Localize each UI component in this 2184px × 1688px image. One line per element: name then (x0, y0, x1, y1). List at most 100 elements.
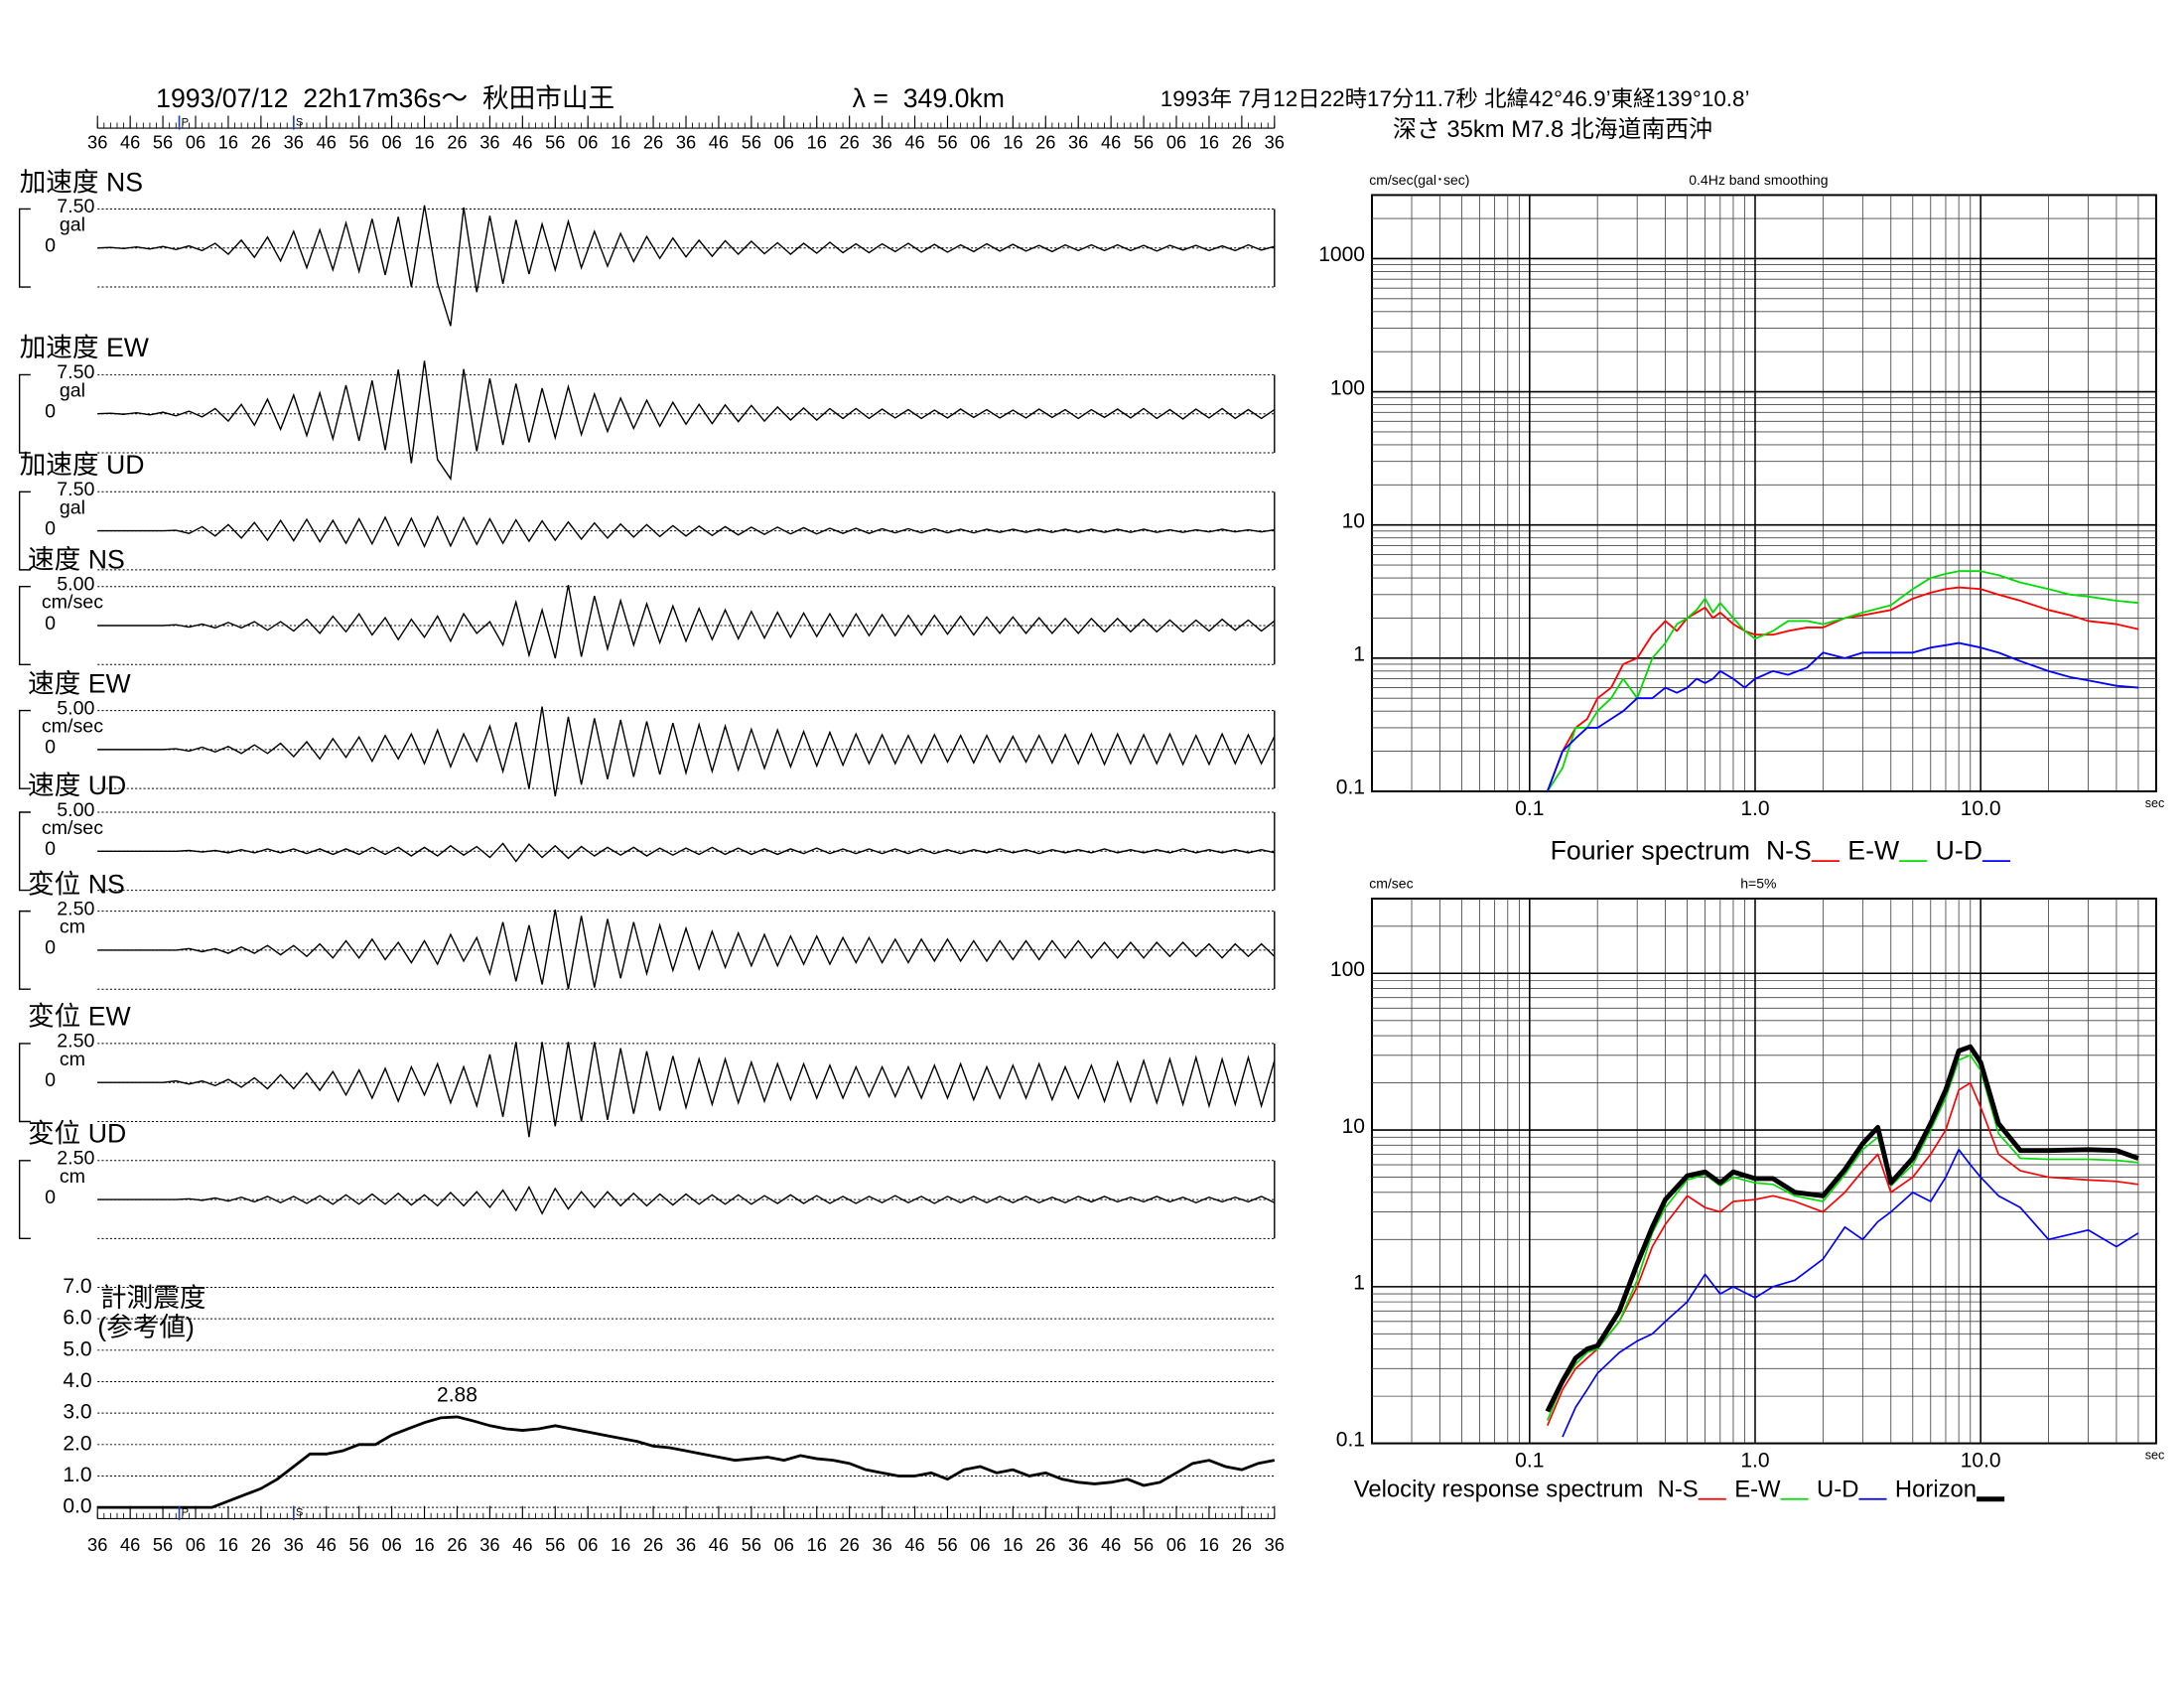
chart-subtitle: (参考値) (97, 1313, 195, 1342)
time-tick-label: 56 (937, 1534, 957, 1555)
trace-bracket (18, 208, 31, 288)
waveform (97, 706, 1276, 797)
phase-marker-label: P (182, 116, 189, 128)
time-tick-label: 56 (153, 1534, 173, 1555)
chart-title: h=5% (1740, 876, 1776, 892)
trace-bracket (18, 1160, 31, 1240)
trace-unit: cm (60, 916, 85, 938)
trace-tick-label: 0 (45, 517, 56, 539)
time-tick-label: 46 (904, 131, 924, 152)
x-tick-label: 0.1 (1515, 1449, 1544, 1472)
x-tick-label: 10.0 (1961, 1449, 2001, 1472)
trace-title: 変位 EW (28, 1002, 131, 1032)
chart-title: 計測震度 (100, 1283, 206, 1313)
time-tick-label: 46 (709, 131, 729, 152)
trace-tick-label: 5.00 (57, 799, 94, 821)
trace-title: 変位 NS (28, 869, 125, 899)
phase-marker-label: P (182, 1507, 189, 1519)
time-tick-label: 06 (578, 131, 598, 152)
y-tick-label: 100 (1330, 376, 1365, 399)
waveform (97, 585, 1276, 659)
x-tick-label: 10.0 (1961, 797, 2001, 820)
time-tick-label: 36 (479, 131, 499, 152)
time-tick-label: 16 (1199, 131, 1219, 152)
x-axis-label: sec (2145, 1449, 2165, 1463)
time-tick-label: 26 (1035, 1534, 1055, 1555)
trace-tick-label: 0 (45, 401, 56, 423)
legend-label: Horizon (1895, 1477, 1977, 1503)
time-tick-label: 16 (414, 131, 434, 152)
trace-unit: gal (60, 496, 85, 518)
time-tick-label: 46 (709, 1534, 729, 1555)
chart-title: 0.4Hz band smoothing (1689, 172, 1828, 188)
trace-title: 速度 UD (28, 771, 126, 800)
trace-bracket (18, 373, 31, 454)
x-tick-label: 1.0 (1740, 797, 1769, 820)
trace-bracket (18, 491, 31, 571)
trace-title: 加速度 EW (20, 333, 150, 362)
time-tick-label: 56 (545, 131, 565, 152)
time-tick-label: 36 (1265, 131, 1285, 152)
time-tick-label: 36 (1265, 1534, 1285, 1555)
waveform (97, 1042, 1276, 1138)
time-tick-label: 36 (284, 131, 304, 152)
trace-title: 変位 UD (28, 1119, 126, 1149)
spectrum-line (1547, 570, 2139, 792)
time-tick-label: 06 (381, 131, 401, 152)
peak-annotation: 2.88 (437, 1383, 478, 1406)
y-tick-label: 10 (1342, 1115, 1365, 1138)
time-tick-label: 46 (512, 1534, 532, 1555)
trace-bracket (18, 586, 31, 665)
time-tick-label: 26 (447, 1534, 467, 1555)
time-tick-label: 36 (284, 1534, 304, 1555)
time-tick-label: 36 (87, 131, 107, 152)
y-tick-label: 1.0 (63, 1464, 91, 1486)
legend-label: N-S (1766, 836, 1812, 866)
time-tick-label: 16 (1199, 1534, 1219, 1555)
time-tick-label: 56 (937, 131, 957, 152)
trace-tick-label: 7.50 (57, 361, 94, 383)
time-tick-label: 16 (807, 131, 827, 152)
time-tick-label: 26 (840, 131, 860, 152)
trace-unit: cm/sec (42, 592, 103, 614)
trace-bracket (18, 811, 31, 892)
time-tick-label: 36 (872, 131, 891, 152)
time-tick-label: 26 (1232, 131, 1252, 152)
time-tick-label: 26 (1232, 1534, 1252, 1555)
trace-unit: cm (60, 1166, 85, 1188)
plot-frame (1371, 194, 2157, 792)
time-tick-label: 06 (1166, 131, 1186, 152)
trace-tick-label: 2.50 (57, 1148, 94, 1170)
time-tick-label: 56 (545, 1534, 565, 1555)
spectrum-line (1547, 1054, 2139, 1421)
time-tick-label: 26 (643, 131, 663, 152)
y-tick-label: 10 (1342, 509, 1365, 532)
time-tick-label: 26 (643, 1534, 663, 1555)
y-axis-label: cm/sec(gal･sec) (1369, 172, 1469, 188)
y-tick-label: 3.0 (63, 1401, 91, 1424)
trace-title: 速度 NS (28, 544, 125, 574)
distance-header: λ = 349.0km (853, 83, 1005, 113)
x-tick-label: 0.1 (1515, 797, 1544, 820)
waveform (97, 909, 1276, 990)
y-tick-label: 1 (1353, 1272, 1365, 1295)
time-tick-label: 56 (1134, 131, 1154, 152)
time-tick-label: 56 (349, 131, 369, 152)
time-tick-label: 06 (970, 1534, 990, 1555)
spectrum-line (1562, 1148, 2139, 1438)
y-tick-label: 0.0 (63, 1495, 91, 1518)
trace-bracket (18, 1043, 31, 1123)
legend-label: N-S (1658, 1477, 1699, 1503)
event-header: 1993年 7月12日22時17分11.7秒 北緯42°46.9’東経139°1… (1160, 86, 1750, 111)
trace-tick-label: 2.50 (57, 1031, 94, 1053)
trace-tick-label: 0 (45, 235, 56, 257)
trace-tick-label: 5.00 (57, 697, 94, 719)
waveform (97, 1185, 1276, 1215)
time-tick-label: 26 (1035, 131, 1055, 152)
trace-unit: gal (60, 213, 85, 235)
time-tick-label: 56 (742, 131, 761, 152)
y-tick-label: 4.0 (63, 1369, 91, 1392)
trace-tick-label: 0 (45, 613, 56, 634)
y-tick-label: 1000 (1318, 243, 1365, 266)
